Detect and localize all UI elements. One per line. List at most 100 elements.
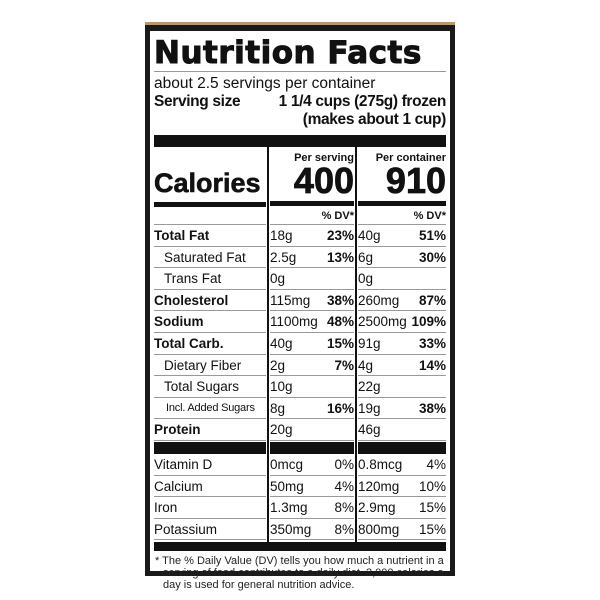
calories-per-container: 910 <box>385 160 447 201</box>
nutrient-per-serving: 0g <box>270 268 354 290</box>
daily-value: 48% <box>326 314 354 330</box>
nutrient-name-text: Total Sugars <box>164 379 240 395</box>
daily-value: 38% <box>326 292 354 308</box>
daily-value: 15% <box>418 521 446 537</box>
nutrient-per-container: 91g 33% <box>358 333 446 355</box>
vitamin-name: Iron <box>154 497 266 519</box>
amount: 2.5g <box>270 249 297 265</box>
daily-value: 16% <box>326 400 354 416</box>
vitamin-name-text: Vitamin D <box>154 456 213 472</box>
serving-size-label: Serving size <box>154 93 241 110</box>
daily-value: 30% <box>418 249 446 265</box>
daily-value: 13% <box>326 249 354 265</box>
vitamin-per-container: 120mg 10% <box>358 476 446 498</box>
nutrient-per-container: 260mg 87% <box>358 290 446 312</box>
daily-value: 33% <box>418 335 446 351</box>
amount: 20g <box>270 422 293 438</box>
calories-per-serving: 400 <box>293 160 355 201</box>
nutrient-name: Total Sugars <box>154 376 266 398</box>
nutrient-per-container: 46g <box>358 419 446 441</box>
nutrient-per-serving: 115mg 38% <box>270 290 354 312</box>
nutrient-name-text: Protein <box>154 422 201 438</box>
serving-size-value: 1 1/4 cups (275g) frozen <box>278 93 447 110</box>
per-serving-header: Per serving <box>294 152 354 164</box>
vitamin-name: Vitamin D <box>154 454 266 476</box>
nutrient-name: Trans Fat <box>154 268 266 290</box>
amount: 2500mg <box>358 314 407 330</box>
per-serving-column: Per serving 400 <box>270 147 354 207</box>
daily-value: 8% <box>334 500 354 516</box>
nutrient-per-serving: 1100mg 48% <box>270 311 354 333</box>
nutrient-name-text: Sodium <box>154 314 204 330</box>
nutrient-name: Incl. Added Sugars <box>154 398 266 420</box>
amount: 0mcg <box>270 456 304 472</box>
amount: 8g <box>270 400 286 416</box>
bottom-bar <box>154 542 446 552</box>
daily-value: 15% <box>418 500 446 516</box>
vitamin-name: Potassium <box>154 519 266 541</box>
amount: 4g <box>358 357 374 373</box>
daily-value: 7% <box>334 357 354 373</box>
nutrient-name-text: Cholesterol <box>154 292 229 308</box>
dv-spacer <box>154 207 266 225</box>
divider-bar <box>270 441 354 454</box>
daily-value: 14% <box>418 357 446 373</box>
nutrient-per-serving: 2g 7% <box>270 355 354 377</box>
daily-value: 4% <box>426 456 446 472</box>
vitamin-per-serving: 350mg 8% <box>270 519 354 541</box>
nutrient-name-text: Total Carb. <box>154 335 224 351</box>
vitamin-name-text: Calcium <box>154 478 203 494</box>
column-divider <box>267 147 269 552</box>
amount: 0g <box>358 271 374 287</box>
daily-value: 4% <box>334 478 354 494</box>
per-container-column: Per container 910 <box>358 147 446 207</box>
nutrition-facts-label: Nutrition Facts about 2.5 servings per c… <box>145 25 455 591</box>
dv-header-container: % DV* <box>358 207 446 225</box>
amount: 50mg <box>270 478 304 494</box>
nutrient-per-serving: 10g <box>270 376 354 398</box>
amount: 115mg <box>270 292 311 308</box>
serving-size-note: (makes about 1 cup) <box>302 111 447 128</box>
amount: 46g <box>358 422 381 438</box>
vitamin-name-text: Iron <box>154 500 178 516</box>
amount: 91g <box>358 335 381 351</box>
nutrient-per-serving: 20g <box>270 419 354 441</box>
nutrient-per-serving: 8g 16% <box>270 398 354 420</box>
nutrient-name: Sodium <box>154 311 266 333</box>
daily-value: 8% <box>334 521 354 537</box>
nutrient-per-container: 4g 14% <box>358 355 446 377</box>
nutrient-per-container: 0g <box>358 268 446 290</box>
nutrient-name: Dietary Fiber <box>154 355 266 377</box>
amount: 800mg <box>358 521 400 537</box>
nutrient-table: Calories Per serving 400 Per container 9… <box>154 147 446 552</box>
vitamin-per-container: 2.9mg 15% <box>358 497 446 519</box>
nutrient-per-serving: 2.5g 13% <box>270 247 354 269</box>
daily-value: 0% <box>334 456 354 472</box>
daily-value: 15% <box>326 335 354 351</box>
divider-bar <box>358 441 446 454</box>
calories-label: Calories <box>154 168 261 199</box>
amount: 40g <box>358 228 381 243</box>
vitamin-name: Calcium <box>154 476 266 498</box>
amount: 1.3mg <box>270 500 308 516</box>
divider-bar <box>154 135 446 147</box>
nutrient-name-text: Trans Fat <box>164 271 222 287</box>
vitamin-per-container: 800mg 15% <box>358 519 446 541</box>
amount: 22g <box>358 379 381 395</box>
daily-value: 109% <box>411 314 446 330</box>
vitamin-per-serving: 50mg 4% <box>270 476 354 498</box>
nutrient-name-text: Total Fat <box>154 228 210 243</box>
amount: 6g <box>358 249 374 265</box>
nutrient-per-container: 22g <box>358 376 446 398</box>
divider-bar <box>154 441 266 454</box>
vitamin-name-text: Potassium <box>154 521 218 537</box>
amount: 260mg <box>358 292 400 308</box>
nutrient-name-text: Incl. Added Sugars <box>166 401 255 414</box>
daily-value: 87% <box>418 292 446 308</box>
serving-size: Serving size 1 1/4 cups (275g) frozen <box>154 93 446 111</box>
nutrient-name-text: Saturated Fat <box>164 249 246 265</box>
amount: 2g <box>270 357 286 373</box>
nutrient-name: Total Fat <box>154 225 266 247</box>
nutrient-name: Protein <box>154 419 266 441</box>
amount: 40g <box>270 335 293 351</box>
